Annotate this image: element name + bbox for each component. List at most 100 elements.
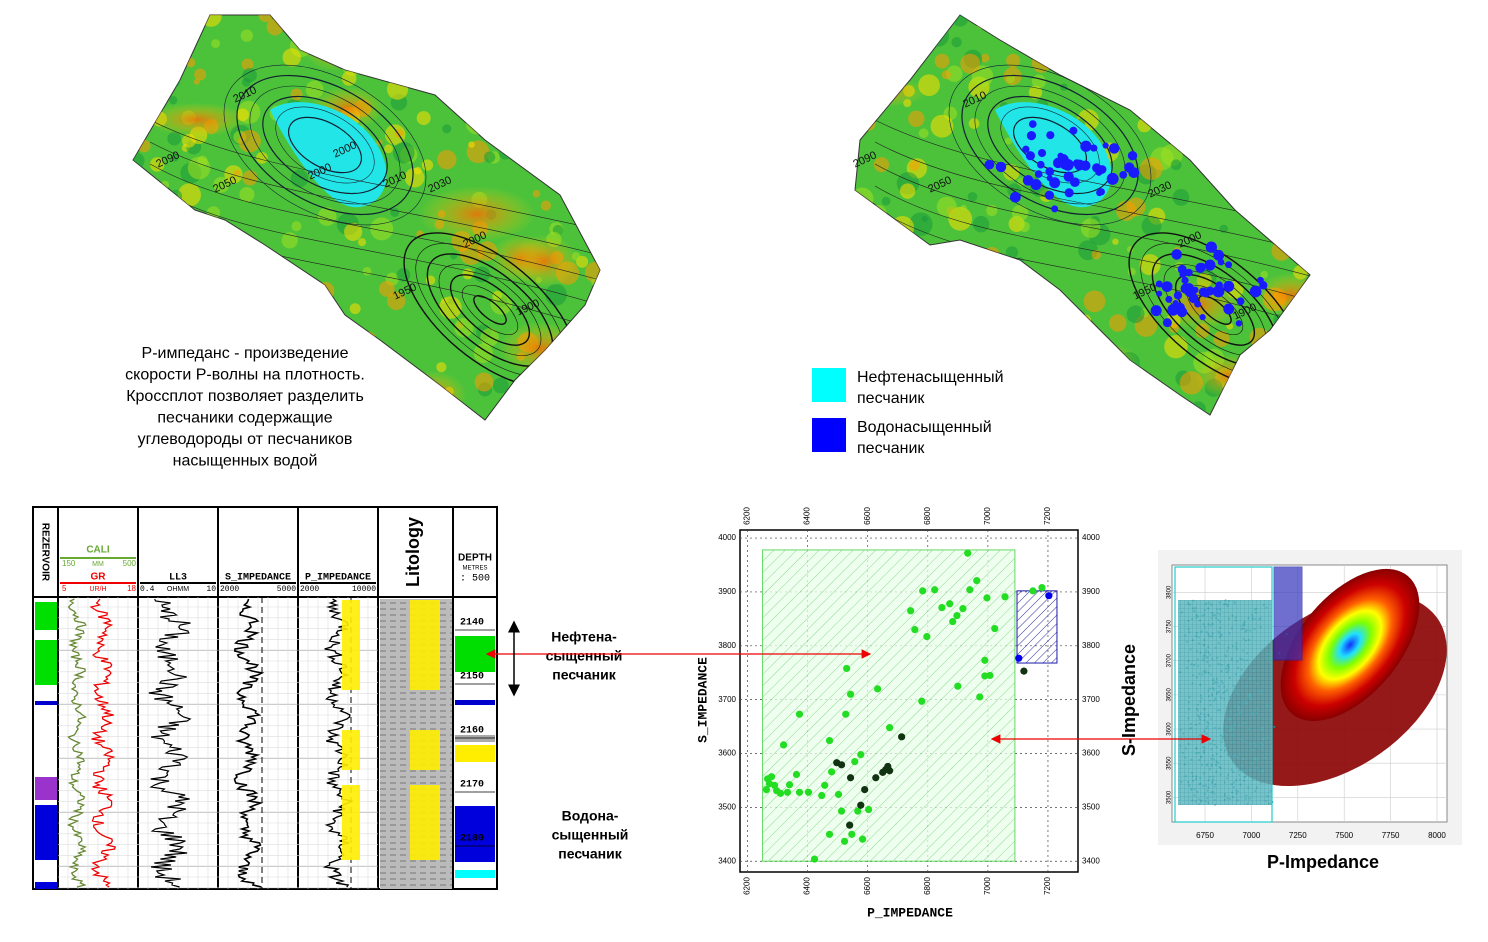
legend-swatch (812, 368, 846, 402)
texture (416, 111, 431, 126)
point (785, 781, 794, 789)
texture (474, 372, 494, 392)
texture (1123, 53, 1131, 61)
texture (437, 150, 457, 170)
label: : 500 (460, 574, 490, 585)
texture (954, 323, 967, 336)
point (825, 830, 834, 838)
texture (577, 220, 585, 227)
texture (568, 333, 582, 347)
texture (305, 80, 324, 99)
water-sand (1195, 262, 1206, 273)
texture (163, 15, 180, 32)
water-sand (1119, 171, 1128, 179)
point (779, 741, 788, 749)
legend-label: Нефтенасыщенный (857, 369, 1004, 386)
label: METRES (462, 566, 487, 572)
point (1045, 592, 1053, 600)
warm-zone (300, 15, 367, 72)
water-sand (1156, 290, 1163, 297)
texture (576, 189, 587, 199)
texture (1029, 409, 1040, 415)
texture (980, 53, 990, 63)
water-sand (1022, 175, 1034, 186)
point (1020, 667, 1028, 675)
texture (858, 93, 881, 116)
depth-zone (455, 700, 495, 705)
texture (235, 308, 248, 321)
point (821, 781, 829, 789)
depth-zone (455, 735, 495, 742)
point (872, 774, 880, 782)
texture (238, 129, 261, 153)
sample (1273, 725, 1276, 728)
texture (239, 311, 248, 321)
texture (473, 343, 494, 363)
point (864, 805, 873, 814)
track-title: REZERVOIR (39, 523, 50, 582)
x-tick-label: 7000 (983, 877, 992, 895)
texture (436, 362, 447, 373)
point (959, 605, 967, 613)
water-sand (1150, 305, 1162, 317)
texture (1006, 74, 1016, 84)
texture (327, 39, 351, 64)
sand (342, 785, 360, 860)
texture (518, 394, 533, 408)
point (857, 750, 865, 759)
y-tick-label: 3750 (1167, 619, 1173, 633)
texture (397, 59, 416, 78)
water-sand (1108, 143, 1120, 154)
texture (881, 196, 891, 206)
texture (1037, 15, 1054, 28)
texture (517, 79, 525, 87)
texture (1055, 313, 1080, 337)
texture (899, 183, 916, 199)
water-sand (1249, 285, 1262, 298)
water-sand (1184, 282, 1194, 292)
texture (514, 81, 527, 94)
water-sand (1028, 120, 1037, 128)
texture (558, 78, 568, 88)
texture (1180, 131, 1193, 144)
texture (1281, 207, 1303, 229)
texture (1273, 15, 1287, 23)
density-plot: 6750 7000 7250 7500 7750 8000 3500 3550 3600 3650… (1119, 550, 1462, 872)
texture (855, 187, 874, 211)
texture (133, 175, 145, 192)
texture (390, 207, 400, 217)
water-sand (1167, 304, 1180, 316)
y-tick-label: 3600 (1167, 722, 1173, 736)
texture (975, 16, 989, 29)
texture (357, 238, 367, 247)
texture (354, 37, 363, 47)
water-sand (1102, 142, 1109, 149)
density-core (1280, 568, 1420, 722)
point (857, 801, 865, 809)
texture (557, 18, 579, 40)
track-title: DEPTH (458, 553, 492, 564)
water-sand (1188, 293, 1199, 304)
texture (245, 257, 260, 272)
water-sand (1045, 167, 1055, 176)
point (843, 664, 851, 673)
contour (461, 285, 519, 335)
texture (927, 24, 950, 47)
texture (588, 190, 599, 201)
texture (133, 152, 145, 169)
point (810, 855, 819, 863)
texture (908, 53, 919, 64)
texture (1244, 199, 1262, 217)
water-sand (1179, 271, 1187, 278)
texture (445, 58, 467, 80)
texture (1266, 20, 1279, 33)
texture (242, 67, 257, 83)
texture (1190, 401, 1206, 415)
texture (1014, 270, 1035, 291)
point (946, 600, 954, 608)
texture (1278, 76, 1287, 84)
x-tick-label: 7200 (1043, 877, 1052, 895)
x-tick-label: 6400 (803, 877, 812, 895)
texture (248, 261, 258, 271)
